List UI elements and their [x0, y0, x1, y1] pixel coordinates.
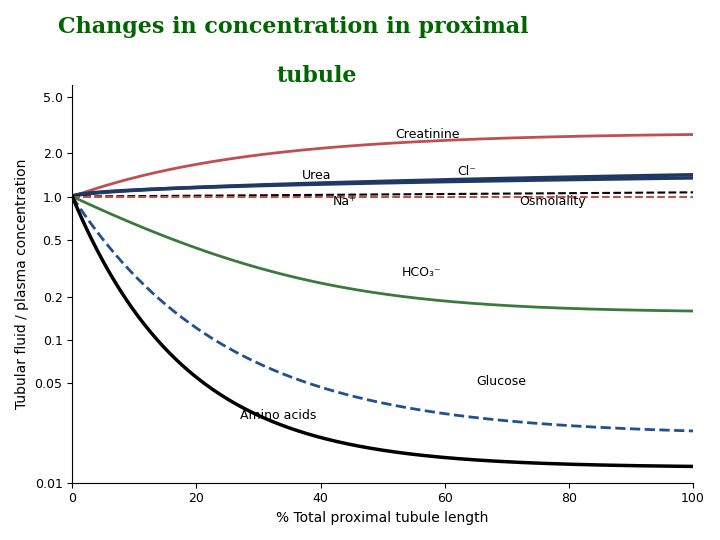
- Text: Amino acids: Amino acids: [240, 409, 316, 422]
- Text: Osmolality: Osmolality: [519, 195, 586, 208]
- Text: Changes in concentration in proximal: Changes in concentration in proximal: [58, 16, 528, 38]
- Text: tubule: tubule: [276, 65, 357, 87]
- Y-axis label: Tubular fluid / plasma concentration: Tubular fluid / plasma concentration: [15, 159, 29, 409]
- Text: Cl⁻: Cl⁻: [457, 165, 476, 178]
- Text: Glucose: Glucose: [476, 375, 526, 388]
- Text: HCO₃⁻: HCO₃⁻: [401, 266, 441, 279]
- Text: Urea: Urea: [302, 170, 331, 183]
- Text: Na⁺: Na⁺: [333, 195, 356, 208]
- X-axis label: % Total proximal tubule length: % Total proximal tubule length: [276, 511, 489, 525]
- Text: Creatinine: Creatinine: [395, 129, 459, 141]
